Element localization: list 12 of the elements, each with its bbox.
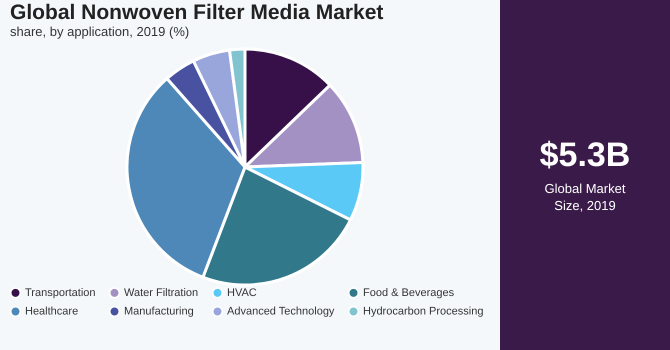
- legend-label: Advanced Technology: [227, 306, 335, 318]
- legend-label: HVAC: [227, 286, 257, 299]
- text: Global Market Size, 2019: [544, 180, 626, 214]
- legend-label: Water Filtration: [124, 286, 198, 299]
- chart-subtitle: share, by application, 2019 (%): [10, 24, 190, 39]
- legend-label: Hydrocarbon Processing: [363, 306, 484, 318]
- legend-label: Transportation: [25, 286, 96, 299]
- legend-label: Healthcare: [25, 306, 78, 318]
- chart-title: Global Nonwoven Filter Media Market: [10, 1, 384, 24]
- text: $5.3B: [540, 136, 630, 175]
- legend-label: Food & Beverages: [363, 286, 455, 299]
- legend-label: Manufacturing: [124, 306, 194, 318]
